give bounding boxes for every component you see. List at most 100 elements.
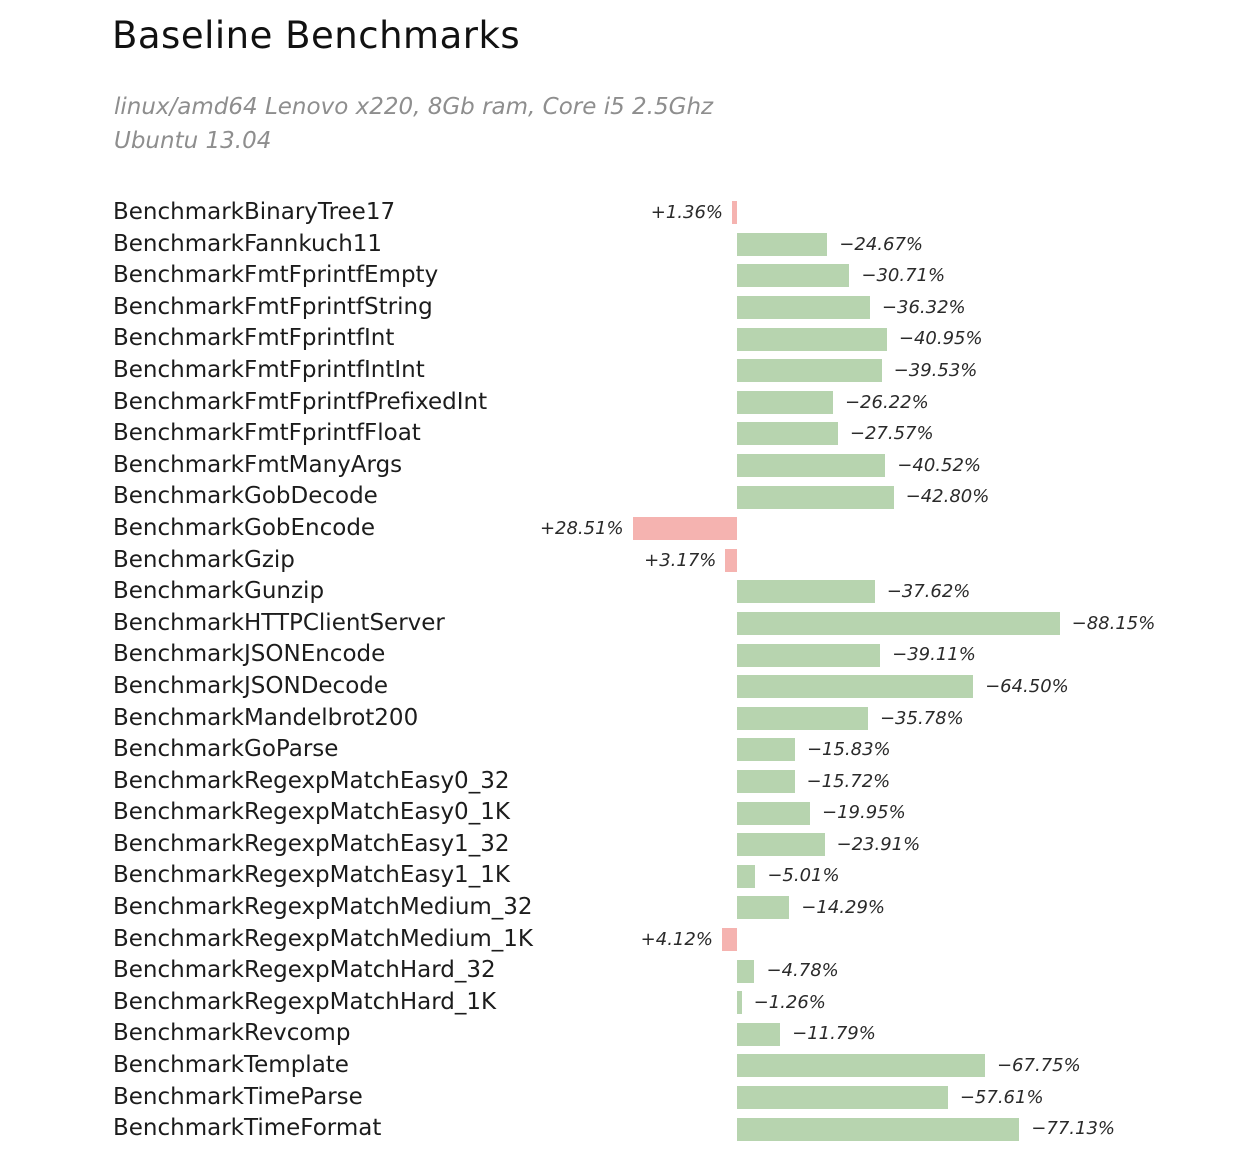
improvement-bar xyxy=(737,738,795,762)
benchmark-name: BenchmarkRegexpMatchMedium_1K xyxy=(113,925,534,952)
benchmark-value: +28.51% xyxy=(539,517,624,539)
improvement-bar xyxy=(737,1022,781,1046)
benchmark-value: −64.50% xyxy=(985,675,1069,697)
benchmark-value: +3.17% xyxy=(644,549,717,571)
benchmark-name: BenchmarkGobDecode xyxy=(113,483,378,510)
improvement-bar xyxy=(737,454,886,478)
benchmark-row: BenchmarkTimeParse −57.61% xyxy=(0,1082,1236,1114)
benchmark-value: −15.83% xyxy=(806,739,891,761)
benchmark-value: −27.57% xyxy=(849,423,934,445)
benchmark-value: −24.67% xyxy=(839,233,923,255)
benchmark-value: −40.95% xyxy=(898,328,983,350)
benchmark-row: BenchmarkRegexpMatchMedium_1K +4.12% xyxy=(0,924,1236,956)
benchmark-name: BenchmarkRegexpMatchHard_1K xyxy=(113,988,497,1015)
benchmark-name: BenchmarkJSONEncode xyxy=(113,641,386,668)
benchmark-name: BenchmarkRegexpMatchEasy0_32 xyxy=(113,767,510,794)
benchmark-row: BenchmarkJSONDecode −64.50% xyxy=(0,671,1236,703)
benchmark-name: BenchmarkTemplate xyxy=(113,1052,349,1079)
benchmark-row: BenchmarkTimeFormat −77.13% xyxy=(0,1113,1236,1145)
improvement-bar xyxy=(737,264,850,288)
benchmark-row: BenchmarkRegexpMatchMedium_32 −14.29% xyxy=(0,892,1236,924)
benchmark-value: −39.53% xyxy=(893,359,978,381)
benchmark-value: −19.95% xyxy=(822,802,906,824)
benchmark-bar-chart: BenchmarkBinaryTree17 +1.36% BenchmarkFann… xyxy=(0,197,1236,1145)
benchmark-row: BenchmarkGobEncode +28.51% xyxy=(0,513,1236,545)
benchmark-name: BenchmarkFannkuch11 xyxy=(113,230,383,257)
subtitle-line-2: Ubuntu 13.04 xyxy=(114,128,272,154)
benchmark-name: BenchmarkMandelbrot200 xyxy=(113,704,419,731)
improvement-bar xyxy=(737,485,894,509)
benchmark-value: −57.61% xyxy=(959,1086,1044,1108)
improvement-bar xyxy=(737,1054,985,1078)
benchmark-value: +4.12% xyxy=(640,928,713,950)
improvement-bar xyxy=(737,232,828,256)
benchmark-row: BenchmarkFmtFprintfIntInt −39.53% xyxy=(0,355,1236,387)
benchmark-name: BenchmarkGoParse xyxy=(113,736,339,763)
benchmark-value: −11.79% xyxy=(792,1023,876,1045)
benchmark-value: −40.52% xyxy=(897,454,982,476)
benchmark-name: BenchmarkGobEncode xyxy=(113,514,376,541)
improvement-bar xyxy=(737,991,742,1015)
benchmark-name: BenchmarkGunzip xyxy=(113,578,325,605)
benchmark-name: BenchmarkFmtFprintfPrefixedInt xyxy=(113,388,488,415)
improvement-bar xyxy=(737,643,881,667)
improvement-bar xyxy=(737,675,974,699)
benchmark-name: BenchmarkJSONDecode xyxy=(113,672,389,699)
benchmark-value: −1.26% xyxy=(753,991,826,1013)
benchmark-row: BenchmarkHTTPClientServer −88.15% xyxy=(0,608,1236,640)
improvement-bar xyxy=(737,296,870,320)
improvement-bar xyxy=(737,327,887,351)
benchmark-row: BenchmarkRegexpMatchHard_1K −1.26% xyxy=(0,987,1236,1019)
benchmark-row: BenchmarkGunzip −37.62% xyxy=(0,576,1236,608)
benchmark-name: BenchmarkRegexpMatchEasy1_1K xyxy=(113,862,510,889)
benchmark-row: BenchmarkBinaryTree17 +1.36% xyxy=(0,197,1236,229)
benchmark-value: −4.78% xyxy=(766,960,839,982)
benchmark-value: −37.62% xyxy=(886,581,971,603)
benchmark-value: −26.22% xyxy=(844,391,929,413)
benchmark-row: BenchmarkRegexpMatchEasy1_1K −5.01% xyxy=(0,860,1236,892)
improvement-bar xyxy=(737,1085,948,1109)
benchmark-row: BenchmarkFmtFprintfFloat −27.57% xyxy=(0,418,1236,450)
benchmark-name: BenchmarkBinaryTree17 xyxy=(113,199,396,225)
benchmark-value: +1.36% xyxy=(650,202,724,223)
page-title: Baseline Benchmarks xyxy=(112,14,521,57)
benchmark-name: BenchmarkRegexpMatchHard_32 xyxy=(113,957,496,984)
benchmark-name: BenchmarkFmtFprintfString xyxy=(113,293,433,320)
improvement-bar xyxy=(737,390,833,414)
regression-bar xyxy=(632,517,737,541)
benchmark-value: −35.78% xyxy=(879,707,964,729)
benchmark-row: BenchmarkFannkuch11 −24.67% xyxy=(0,229,1236,261)
benchmark-value: −88.15% xyxy=(1071,612,1156,634)
benchmark-value: −15.72% xyxy=(806,770,891,792)
regression-bar xyxy=(732,201,737,225)
improvement-bar xyxy=(737,959,755,983)
benchmark-name: BenchmarkFmtFprintfEmpty xyxy=(113,262,439,289)
benchmark-value: −30.71% xyxy=(861,265,946,287)
benchmark-name: BenchmarkRegexpMatchEasy1_32 xyxy=(113,830,510,857)
benchmark-name: BenchmarkFmtFprintfIntInt xyxy=(113,356,425,383)
benchmark-name: BenchmarkRegexpMatchMedium_32 xyxy=(113,894,533,921)
benchmark-row: BenchmarkRegexpMatchEasy0_32 −15.72% xyxy=(0,766,1236,798)
improvement-bar xyxy=(737,359,882,383)
benchmark-row: BenchmarkFmtFprintfPrefixedInt −26.22% xyxy=(0,387,1236,419)
benchmark-value: −14.29% xyxy=(801,897,886,919)
benchmark-row: BenchmarkRegexpMatchHard_32 −4.78% xyxy=(0,955,1236,987)
benchmark-row: BenchmarkFmtManyArgs −40.52% xyxy=(0,450,1236,482)
improvement-bar xyxy=(737,1117,1020,1141)
benchmark-name: BenchmarkFmtManyArgs xyxy=(113,451,403,478)
benchmark-row: BenchmarkRegexpMatchEasy0_1K −19.95% xyxy=(0,797,1236,829)
benchmark-row: BenchmarkTemplate −67.75% xyxy=(0,1050,1236,1082)
benchmark-name: BenchmarkRevcomp xyxy=(113,1020,351,1047)
improvement-bar xyxy=(737,612,1060,636)
benchmark-row: BenchmarkRevcomp −11.79% xyxy=(0,1018,1236,1050)
benchmark-name: BenchmarkTimeFormat xyxy=(113,1115,382,1142)
benchmark-value: −5.01% xyxy=(767,865,840,887)
benchmark-row: BenchmarkRegexpMatchEasy1_32 −23.91% xyxy=(0,829,1236,861)
benchmark-row: BenchmarkFmtFprintfInt −40.95% xyxy=(0,323,1236,355)
benchmark-name: BenchmarkRegexpMatchEasy0_1K xyxy=(113,799,510,826)
benchmark-row: BenchmarkJSONEncode −39.11% xyxy=(0,639,1236,671)
benchmark-name: BenchmarkTimeParse xyxy=(113,1083,363,1110)
benchmark-name: BenchmarkHTTPClientServer xyxy=(113,609,445,636)
benchmark-value: −36.32% xyxy=(881,296,966,318)
